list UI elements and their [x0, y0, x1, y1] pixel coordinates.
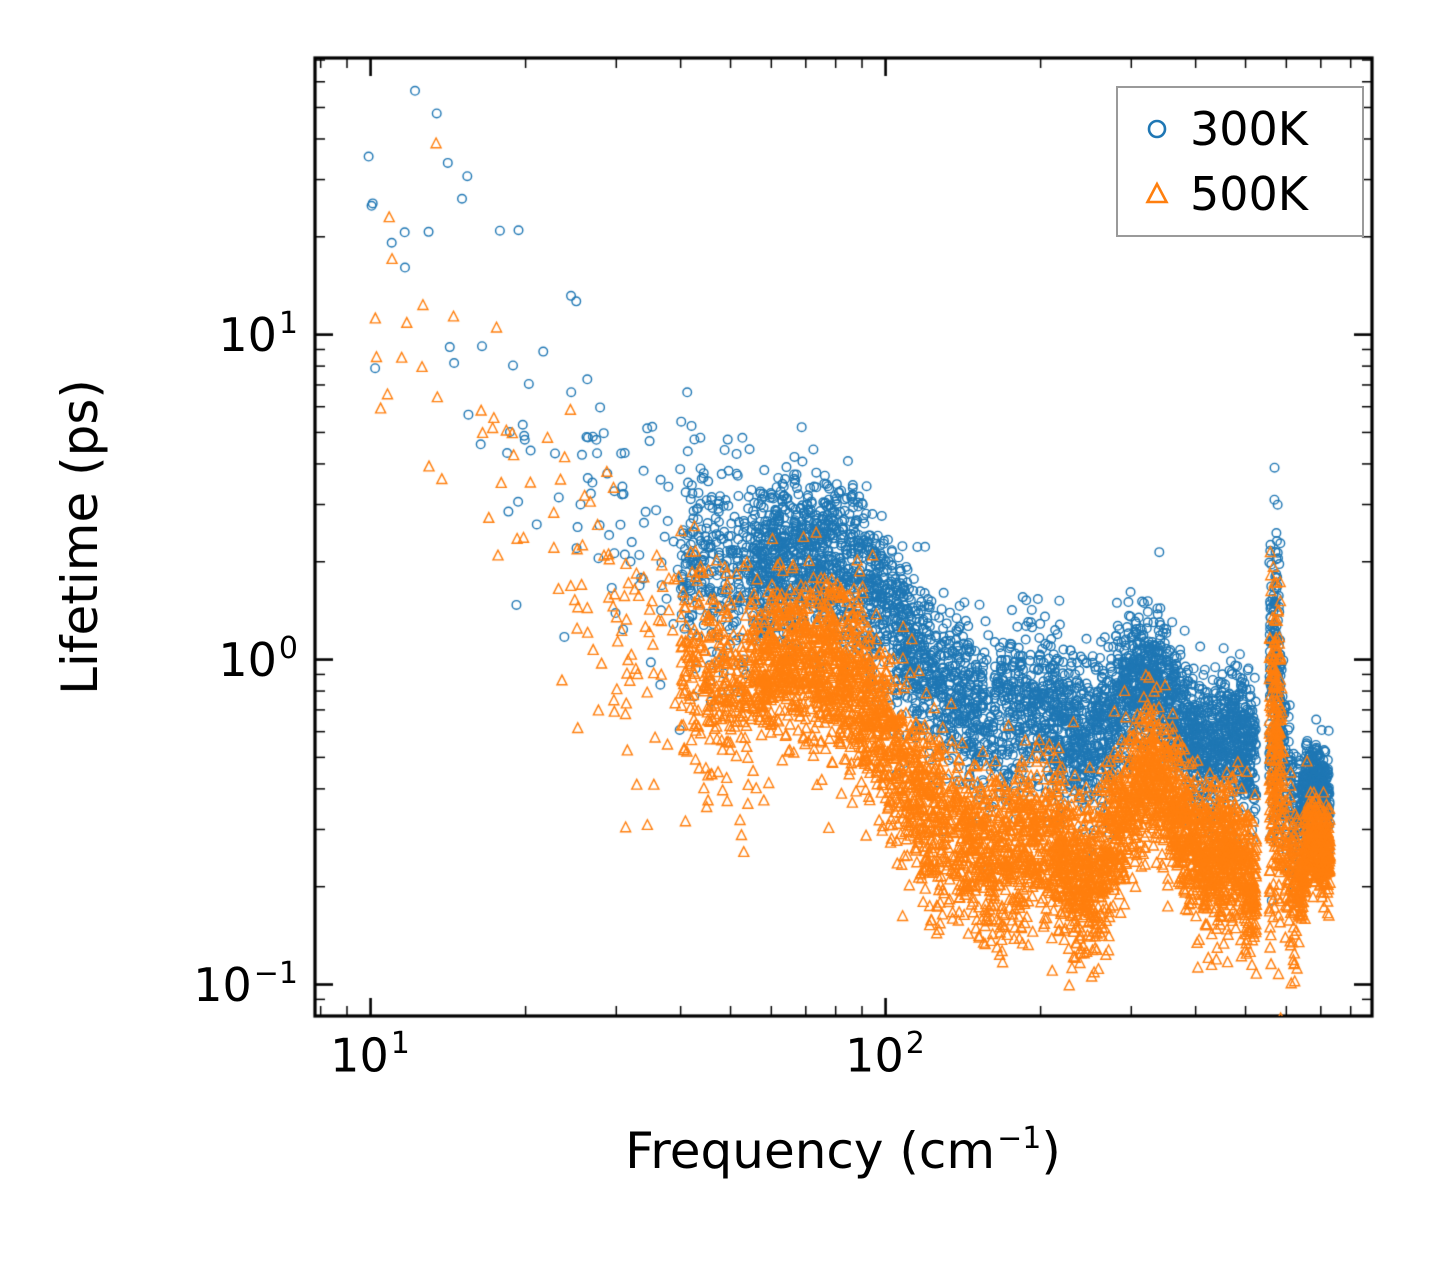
y-tick-label-1: 100 [218, 630, 298, 688]
legend-label-500k: 500K [1190, 166, 1308, 221]
x-axis-label-sup: −1 [997, 1121, 1042, 1157]
x-axis-label-post: ) [1041, 1122, 1061, 1180]
legend: 300K 500K [1116, 86, 1364, 238]
legend-marker-circle-icon [1147, 119, 1167, 139]
triangle-marker-icon [1145, 181, 1169, 204]
legend-label-300k: 300K [1190, 102, 1308, 156]
legend-marker-triangle-icon [1145, 181, 1169, 204]
x-axis-label-pre: Frequency (cm [625, 1122, 996, 1180]
y-tick-label-10: 101 [218, 305, 298, 363]
legend-item-300k: 300K [1118, 98, 1362, 161]
x-tick-label-100: 102 [845, 1026, 925, 1083]
legend-item-500k: 500K [1118, 163, 1362, 226]
circle-marker-icon [1147, 119, 1167, 139]
x-axis-label: Frequency (cm−1) [625, 1121, 1061, 1180]
x-tick-label-10: 101 [330, 1026, 410, 1083]
y-tick-label-0p1: 10−1 [193, 955, 298, 1013]
